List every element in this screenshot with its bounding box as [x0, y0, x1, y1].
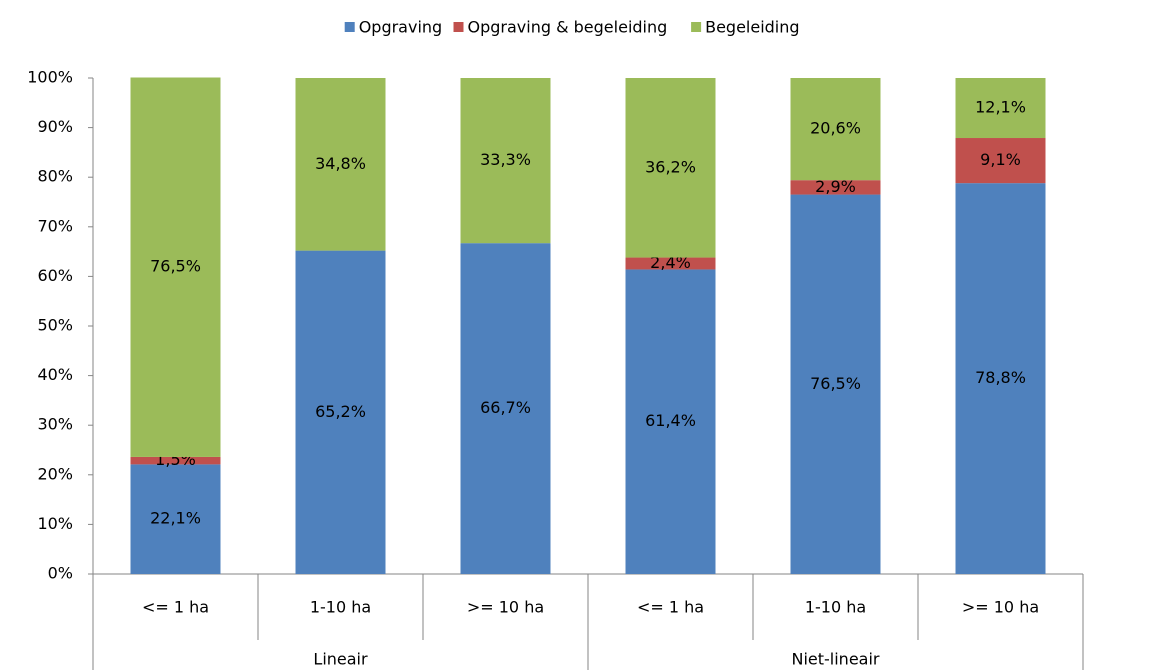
- bar-segment: [460, 78, 551, 244]
- data-label: 12,1%: [975, 98, 1026, 117]
- group-label: Lineair: [313, 650, 368, 669]
- x-tick-label: >= 10 ha: [467, 598, 544, 617]
- data-label: 2,4%: [650, 253, 691, 272]
- y-tick-label: 20%: [37, 464, 73, 483]
- data-label: 76,5%: [150, 257, 201, 276]
- bar-segment: [130, 77, 221, 457]
- legend-label: Begeleiding: [705, 18, 799, 37]
- data-label: 20,6%: [810, 119, 861, 138]
- x-tick-label: <= 1 ha: [142, 598, 209, 617]
- bar-segment: [955, 138, 1046, 184]
- bar-segment: [460, 243, 551, 574]
- bar-segment: [625, 269, 716, 574]
- legend-marker: [344, 22, 355, 32]
- legend-marker: [453, 22, 464, 32]
- data-label: 76,5%: [810, 374, 861, 393]
- bar-segment: [295, 78, 386, 251]
- data-label: 9,1%: [980, 150, 1021, 169]
- y-tick-label: 10%: [37, 514, 73, 533]
- data-label: 36,2%: [645, 157, 696, 176]
- bar-segment: [790, 180, 881, 195]
- data-label: 34,8%: [315, 154, 366, 173]
- bar-segment: [955, 78, 1046, 139]
- bar-segment: [295, 250, 386, 574]
- y-tick-label: 60%: [37, 266, 73, 285]
- data-label: 66,7%: [480, 398, 531, 417]
- x-tick-label: 1-10 ha: [310, 598, 371, 617]
- bar-segment: [790, 194, 881, 574]
- y-tick-label: 40%: [37, 365, 73, 384]
- y-tick-label: 100%: [27, 68, 73, 87]
- bar-segment: [625, 257, 716, 270]
- y-tick-label: 0%: [48, 564, 73, 583]
- y-tick-label: 30%: [37, 415, 73, 434]
- legend-label: Opgraving: [359, 18, 443, 37]
- bar-segment: [955, 183, 1046, 575]
- data-label: 78,8%: [975, 368, 1026, 387]
- data-label: 2,9%: [815, 177, 856, 196]
- legend-label: Opgraving & begeleiding: [468, 18, 668, 37]
- data-label: 65,2%: [315, 402, 366, 421]
- y-tick-label: 90%: [37, 117, 73, 136]
- data-label: 61,4%: [645, 411, 696, 430]
- data-label: 33,3%: [480, 150, 531, 169]
- bar-segment: [130, 464, 221, 574]
- bar-segment: [130, 456, 221, 465]
- y-tick-label: 70%: [37, 216, 73, 235]
- x-tick-label: 1-10 ha: [805, 598, 866, 617]
- bar-segment: [790, 78, 881, 181]
- y-tick-label: 50%: [37, 316, 73, 335]
- data-label: 22,1%: [150, 509, 201, 528]
- x-tick-label: >= 10 ha: [962, 598, 1039, 617]
- y-tick-label: 80%: [37, 167, 73, 186]
- x-tick-label: <= 1 ha: [637, 598, 704, 617]
- group-label: Niet-lineair: [791, 650, 879, 669]
- bar-segment: [625, 78, 716, 258]
- legend-marker: [691, 22, 702, 32]
